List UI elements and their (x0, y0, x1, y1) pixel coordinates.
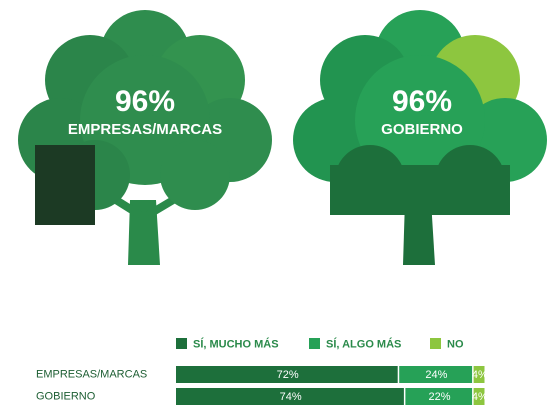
legend-swatch (430, 338, 441, 349)
highlight-value: 96% (392, 85, 452, 118)
infographic: 96% EMPRESAS/MARCAS 96% GOBIERNO SÍ, MUC… (0, 0, 548, 405)
value-label: 72% (277, 369, 299, 381)
highlight-label: GOBIERNO (381, 121, 463, 138)
legend-label: SÍ, MUCHO MÁS (193, 337, 279, 350)
highlight-value: 96% (115, 85, 175, 118)
legend-swatch (309, 338, 320, 349)
value-label: 4% (472, 369, 488, 381)
category-label: EMPRESAS/MARCAS (36, 368, 147, 380)
value-label: 4% (472, 391, 488, 403)
legend-label: SÍ, ALGO MÁS (326, 337, 401, 350)
value-label: 22% (428, 391, 450, 403)
legend-label: NO (447, 338, 464, 350)
value-label: 24% (425, 369, 447, 381)
highlight-label: EMPRESAS/MARCAS (68, 121, 222, 138)
legend-swatch (176, 338, 187, 349)
category-label: GOBIERNO (36, 390, 96, 402)
value-label: 74% (280, 391, 302, 403)
